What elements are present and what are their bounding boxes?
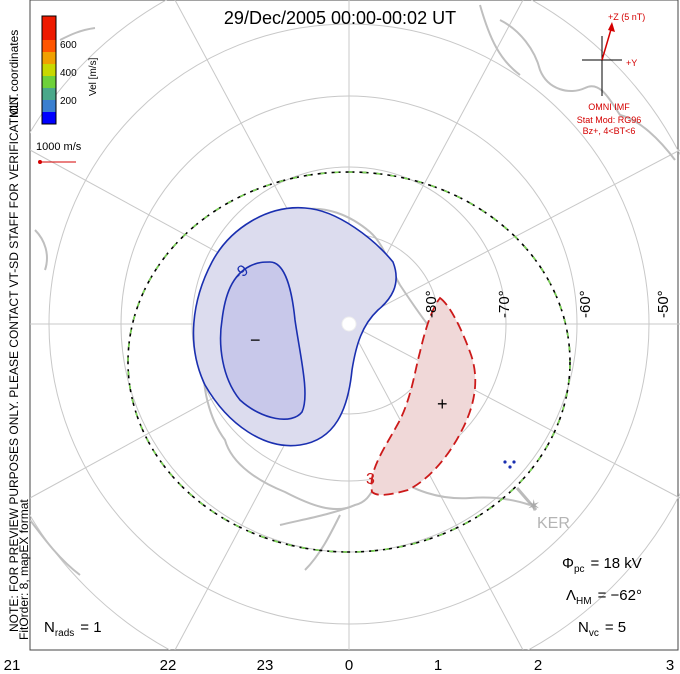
plot-frame	[29, 0, 679, 651]
radar-name: KER	[537, 515, 570, 532]
velocity-vector-dot	[503, 460, 507, 464]
latitude-label-60: -60°	[577, 290, 594, 318]
vector-scale-label: 1000 m/s	[36, 141, 82, 153]
imf-y-label: +Y	[626, 58, 637, 68]
imf-bin: Bz+, 4<BT<6	[583, 126, 636, 136]
latitude-label-70: -70°	[496, 290, 513, 318]
lambda-hm-stat: ΛHM = −62°	[566, 587, 642, 607]
colorbar-swatch	[42, 76, 56, 88]
map-title: 29/Dec/2005 00:00-00:02 UT	[224, 8, 456, 28]
colorbar-tick-400: 400	[60, 68, 77, 79]
velocity-vector-dot	[512, 460, 516, 464]
mlt-axis: 21 22 23 0 1 2 3	[4, 657, 675, 674]
nrads-stat: Nrads = 1	[44, 619, 102, 639]
colorbar-swatch	[42, 112, 56, 124]
positive-contour-label: 3	[366, 471, 375, 488]
phi-pc-stat: Φpc = 18 kV	[562, 555, 642, 575]
nvc-stat: Nvc = 5	[578, 619, 626, 639]
colorbar-tick-600: 600	[60, 40, 77, 51]
positive-cell-symbol: +	[437, 394, 448, 414]
colorbar-label: Vel [m/s]	[88, 57, 99, 96]
imf-clock-dial: +Z (5 nT) +Y OMNI IMF Stat Mod: RG96 Bz+…	[577, 12, 646, 136]
hmb-boundary-overlay	[127, 171, 571, 553]
colorbar-swatch	[42, 100, 56, 112]
mlt-tick: 0	[345, 657, 353, 674]
negative-cell-symbol: −	[250, 330, 261, 350]
colorbar-swatch	[42, 40, 56, 52]
mlt-tick: 23	[257, 657, 274, 674]
positive-cell-contour	[370, 296, 477, 496]
velocity-vectors	[503, 460, 516, 469]
mlt-tick: 1	[434, 657, 442, 674]
pole-marker	[341, 316, 357, 332]
colorbar-tick-200: 200	[60, 96, 77, 107]
imf-source: OMNI IMF	[588, 102, 630, 112]
colorbar-swatch	[42, 52, 56, 64]
mlt-tick: 22	[160, 657, 177, 674]
mlt-tick: 2	[534, 657, 542, 674]
latitude-label-50: -50°	[655, 290, 672, 318]
radar-station: ✶ KER	[515, 487, 570, 532]
colorbar-swatch	[42, 88, 56, 100]
velocity-colorbar: 200 400 600 Vel [m/s]	[41, 15, 99, 125]
imf-stat-mod: Stat Mod: RG96	[577, 115, 642, 125]
negative-cell-inner-contour	[219, 261, 306, 420]
vector-scale: 1000 m/s	[36, 141, 82, 164]
velocity-vector-dot	[508, 465, 512, 469]
colorbar-swatch	[42, 64, 56, 76]
mlt-coordinates-label: MLT coordinates	[7, 30, 21, 118]
latitude-label-80: -80°	[423, 290, 440, 318]
preview-note: NOTE: FOR PREVIEW PURPOSES ONLY. PLEASE …	[7, 93, 21, 632]
radar-star-icon: ✶	[527, 498, 540, 515]
stats-panel: Φpc = 18 kV ΛHM = −62° Nvc = 5 Nrads = 1	[44, 555, 642, 639]
colorbar-swatch	[42, 16, 56, 40]
mlt-tick: 21	[4, 657, 21, 674]
fit-order-note: FitOrder: 8, mapEX format	[17, 499, 31, 640]
imf-z-label: +Z (5 nT)	[608, 12, 645, 22]
mlt-tick: 3	[666, 657, 674, 674]
